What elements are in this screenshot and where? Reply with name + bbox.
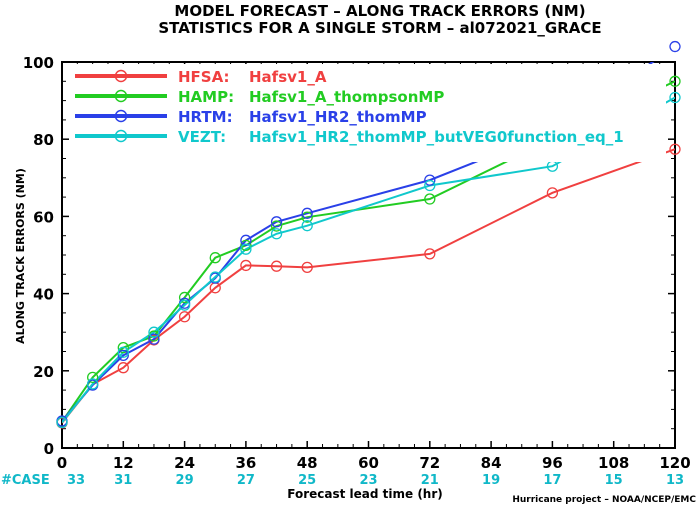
data-point-vezt <box>270 228 283 240</box>
x-tick-label: 12 <box>113 454 134 472</box>
y-axis-label: ALONG TRACK ERRORS (NM) <box>14 168 27 344</box>
data-point-vezt <box>178 299 191 311</box>
case-count: 33 <box>67 473 85 488</box>
y-tick-label: 100 <box>23 54 54 72</box>
case-label: #CASE <box>1 473 50 488</box>
data-point-hfsa <box>270 260 283 272</box>
legend-background <box>70 64 666 162</box>
chart-title-line2: STATISTICS FOR A SINGLE STORM – al072021… <box>158 19 601 37</box>
y-tick-label: 0 <box>44 440 54 458</box>
case-count: 25 <box>298 473 316 488</box>
data-point-hamp <box>178 291 191 304</box>
data-point-vezt <box>669 91 681 104</box>
legend-desc-hfsa: Hafsv1_A <box>249 68 327 86</box>
y-tick-label: 20 <box>33 363 54 381</box>
x-axis-label: Forecast lead time (hr) <box>287 487 443 501</box>
case-count: 17 <box>543 473 561 488</box>
y-tick-label: 40 <box>33 286 54 304</box>
data-point-hamp <box>117 341 129 354</box>
x-tick-label: 108 <box>598 454 629 472</box>
data-point-hrtm <box>270 216 283 228</box>
x-tick-label: 60 <box>358 454 379 472</box>
legend-desc-hamp: Hafsv1_A_thompsonMP <box>249 88 444 106</box>
case-count: 13 <box>666 473 684 488</box>
case-count: 31 <box>114 473 132 488</box>
data-point-hfsa <box>117 362 129 374</box>
data-point-vezt <box>87 378 99 390</box>
legend-name-hamp: HAMP: <box>178 88 234 106</box>
data-point-vezt <box>301 220 313 232</box>
data-point-vezt <box>56 416 68 429</box>
data-point-hfsa <box>669 143 681 155</box>
x-tick-label: 72 <box>419 454 440 472</box>
x-tick-label: 96 <box>542 454 563 472</box>
data-point-hrtm <box>424 174 436 186</box>
legend-name-hfsa: HFSA: <box>178 68 230 86</box>
data-point-hamp <box>87 371 99 384</box>
x-tick-label: 0 <box>57 454 67 472</box>
data-point-hrtm <box>301 207 313 219</box>
case-count: 27 <box>237 473 255 488</box>
data-point-hfsa <box>424 248 436 260</box>
data-point-hfsa <box>301 261 313 274</box>
legend-desc-vezt: Hafsv1_HR2_thomMP_butVEG0function_eq_1 <box>249 128 624 146</box>
series-line-hfsa <box>62 148 675 424</box>
case-count: 19 <box>482 473 500 488</box>
data-point-hfsa <box>240 259 252 272</box>
data-point-vezt <box>117 346 129 358</box>
legend-name-vezt: VEZT: <box>178 128 226 146</box>
data-point-hamp <box>209 252 221 264</box>
y-tick-label: 80 <box>33 131 54 149</box>
data-point-hamp <box>301 211 313 223</box>
x-tick-label: 84 <box>481 454 502 472</box>
data-point-hrtm <box>117 349 129 362</box>
case-count: 23 <box>359 473 377 488</box>
data-point-hamp <box>424 193 436 205</box>
y-tick-label: 60 <box>33 208 54 226</box>
legend-name-hrtm: HRTM: <box>178 108 233 126</box>
data-point-vezt <box>148 326 160 338</box>
case-counts: 33 31 29 27 25 23 21 19 17 15 13 <box>67 473 684 488</box>
data-point-vezt <box>240 243 252 255</box>
legend-desc-hrtm: Hafsv1_HR2_thomMP <box>249 108 427 126</box>
legend-marker-hfsa <box>114 69 128 83</box>
case-count: 29 <box>176 473 194 488</box>
x-tick-label: 36 <box>235 454 256 472</box>
data-point-hamp <box>669 75 681 87</box>
plot-area: 0 12 24 36 48 60 72 84 96 108 120 0 20 40 60 80 100 <box>23 54 691 472</box>
legend-marker-vezt <box>114 129 128 143</box>
series-markers <box>56 40 681 429</box>
legend-marker-hrtm <box>114 109 128 123</box>
data-point-hamp <box>148 330 160 342</box>
x-tick-label: 48 <box>297 454 318 472</box>
data-point-hamp <box>270 220 283 232</box>
data-point-hrtm <box>148 333 160 345</box>
legend: HFSA: Hafsv1_A HAMP: Hafsv1_A_thompsonMP HRT… <box>70 64 666 162</box>
data-point-hamp <box>240 239 252 252</box>
legend-marker-hamp <box>114 89 128 103</box>
series-line-hrtm <box>62 62 655 422</box>
case-count: 15 <box>605 473 623 488</box>
x-tick-label: 24 <box>174 454 195 472</box>
chart-title-line1: MODEL FORECAST – ALONG TRACK ERRORS (NM) <box>174 2 585 20</box>
x-tick-label: 120 <box>659 454 690 472</box>
data-point-hfsa <box>546 187 559 199</box>
data-point-hrtm <box>240 234 252 246</box>
data-point-vezt <box>209 271 221 283</box>
credit-text: Hurricane project – NOAA/NCEP/EMC <box>512 495 696 505</box>
case-count: 21 <box>421 473 439 488</box>
data-point-hfsa <box>178 311 191 323</box>
data-point-hrtm <box>669 40 681 53</box>
data-point-vezt <box>424 179 436 192</box>
